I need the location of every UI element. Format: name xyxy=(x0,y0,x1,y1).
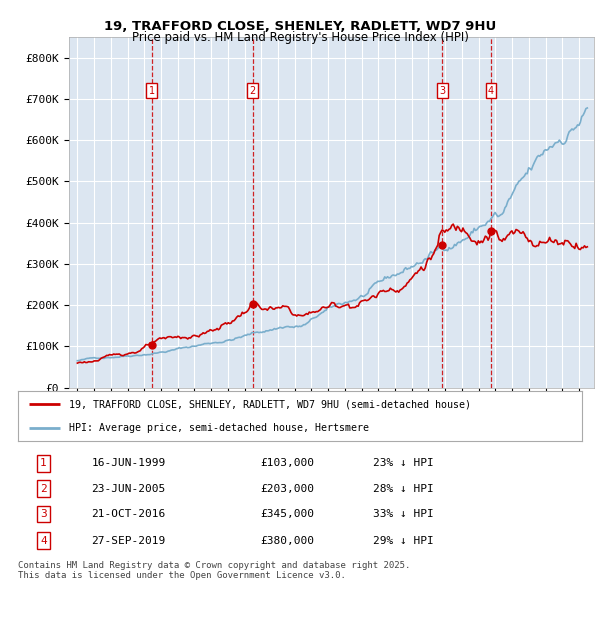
Text: 27-SEP-2019: 27-SEP-2019 xyxy=(91,536,166,546)
Text: Contains HM Land Registry data © Crown copyright and database right 2025.
This d: Contains HM Land Registry data © Crown c… xyxy=(18,561,410,580)
Text: Price paid vs. HM Land Registry's House Price Index (HPI): Price paid vs. HM Land Registry's House … xyxy=(131,31,469,44)
Text: £380,000: £380,000 xyxy=(260,536,314,546)
Text: £103,000: £103,000 xyxy=(260,458,314,468)
Text: 3: 3 xyxy=(439,86,445,95)
Text: 3: 3 xyxy=(40,509,47,519)
Text: £345,000: £345,000 xyxy=(260,509,314,519)
Text: 2: 2 xyxy=(40,484,47,494)
Text: HPI: Average price, semi-detached house, Hertsmere: HPI: Average price, semi-detached house,… xyxy=(69,423,369,433)
Text: 19, TRAFFORD CLOSE, SHENLEY, RADLETT, WD7 9HU (semi-detached house): 19, TRAFFORD CLOSE, SHENLEY, RADLETT, WD… xyxy=(69,399,471,409)
Text: 19, TRAFFORD CLOSE, SHENLEY, RADLETT, WD7 9HU: 19, TRAFFORD CLOSE, SHENLEY, RADLETT, WD… xyxy=(104,20,496,33)
Text: 21-OCT-2016: 21-OCT-2016 xyxy=(91,509,166,519)
Text: 29% ↓ HPI: 29% ↓ HPI xyxy=(373,536,434,546)
Text: £203,000: £203,000 xyxy=(260,484,314,494)
Text: 1: 1 xyxy=(40,458,47,468)
Text: 1: 1 xyxy=(149,86,155,95)
Text: 33% ↓ HPI: 33% ↓ HPI xyxy=(373,509,434,519)
Text: 23% ↓ HPI: 23% ↓ HPI xyxy=(373,458,434,468)
Text: 16-JUN-1999: 16-JUN-1999 xyxy=(91,458,166,468)
Text: 28% ↓ HPI: 28% ↓ HPI xyxy=(373,484,434,494)
Text: 2: 2 xyxy=(250,86,256,95)
Text: 23-JUN-2005: 23-JUN-2005 xyxy=(91,484,166,494)
Text: 4: 4 xyxy=(488,86,494,95)
Text: 4: 4 xyxy=(40,536,47,546)
